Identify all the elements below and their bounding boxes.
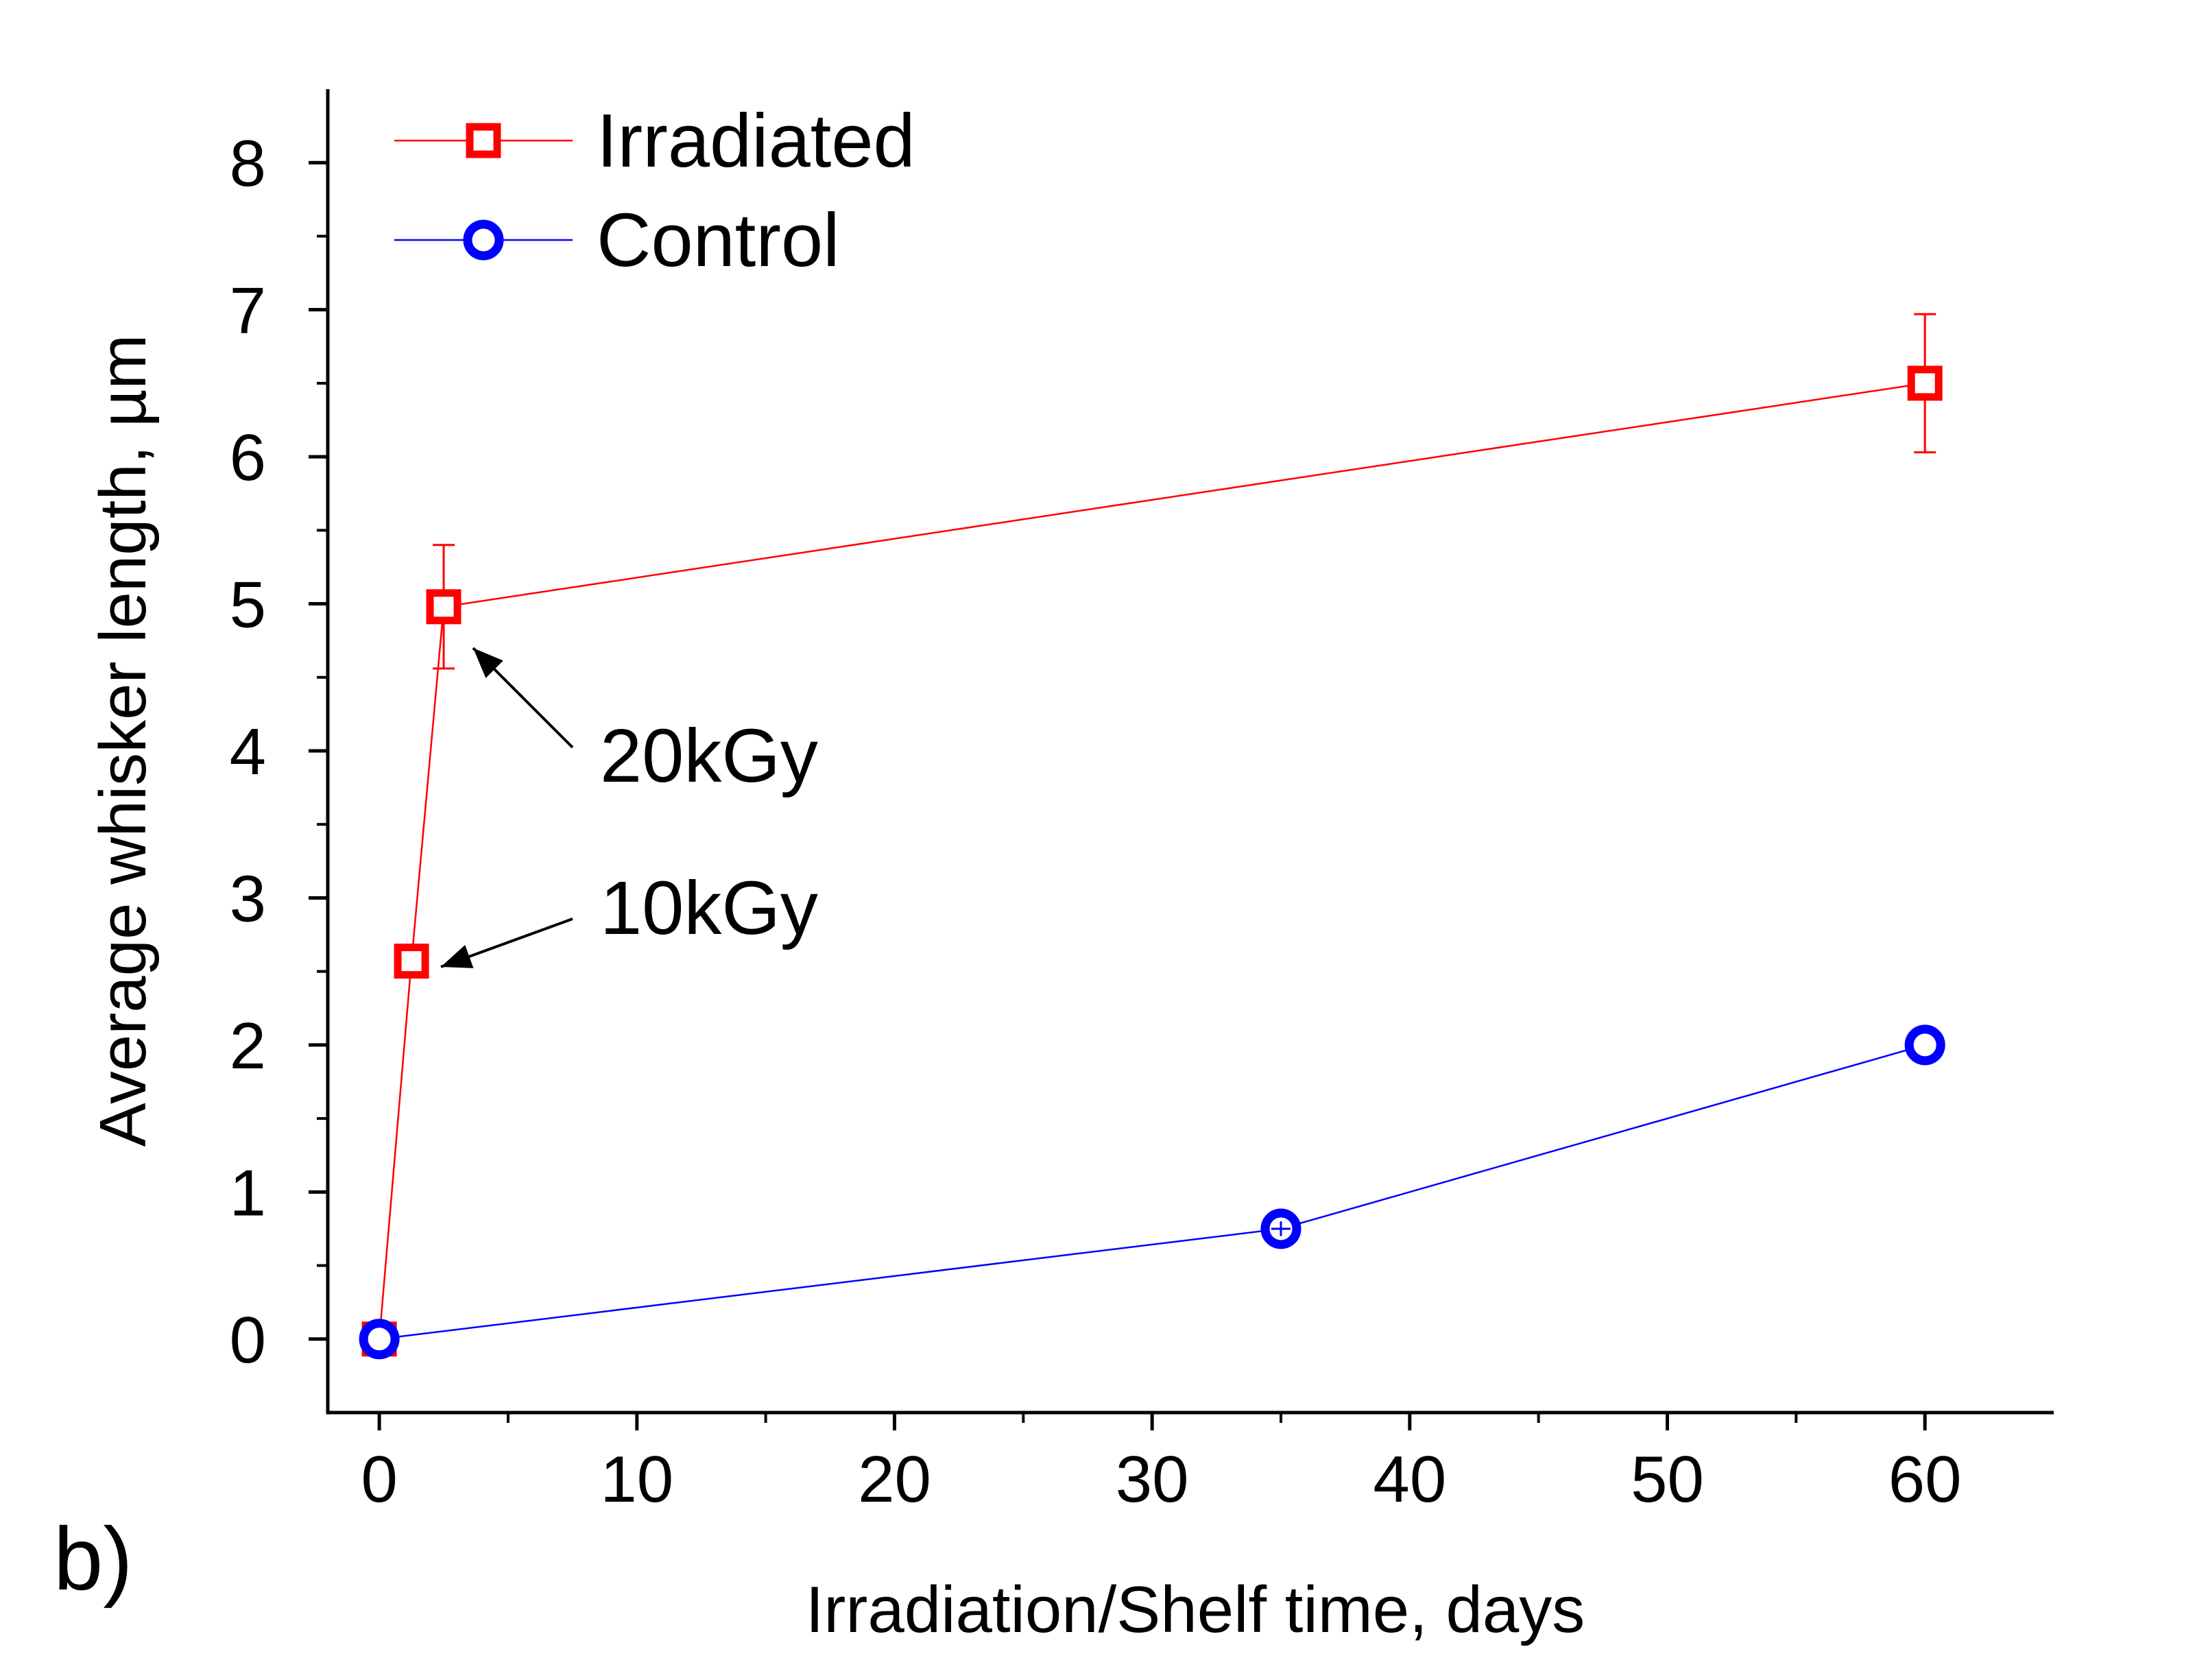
x-tick-label: 50: [1631, 1443, 1704, 1516]
x-axis-label: Irradiation/Shelf time, days: [806, 1573, 1585, 1646]
x-tick-label: 40: [1373, 1443, 1446, 1516]
y-tick-label: 3: [230, 862, 266, 935]
y-tick-label: 5: [230, 568, 266, 642]
y-tick-label: 2: [230, 1009, 266, 1083]
x-tick-label: 20: [858, 1443, 931, 1516]
panel-label: b): [53, 1509, 133, 1609]
data-point: [359, 1319, 400, 1360]
x-tick-label: 0: [361, 1443, 397, 1516]
series-irradiated: [361, 313, 1943, 1357]
y-tick-label: 7: [230, 274, 266, 348]
y-tick-label: 0: [230, 1304, 266, 1377]
x-tick-label: 10: [600, 1443, 673, 1516]
annotation-arrow-head: [473, 648, 503, 678]
legend: Irradiated Control: [394, 99, 915, 283]
y-tick-label: 8: [230, 127, 266, 200]
y-tick-label: 4: [230, 715, 266, 789]
annotation-arrow-head: [441, 945, 474, 968]
annotation-20kgy: 20kGy: [472, 647, 818, 798]
series-layer: [359, 313, 1945, 1360]
axes-layer: [326, 89, 2054, 1415]
series-control: [359, 1024, 1945, 1360]
annotation-label: 10kGy: [600, 866, 818, 950]
legend-marker: [466, 123, 501, 158]
y-tick-label: 1: [230, 1156, 266, 1229]
data-point: [1904, 1024, 1945, 1066]
legend-marker: [463, 219, 504, 261]
data-point: [426, 589, 461, 625]
ticks-layer: 0 10 20 30 40 50 60 0 1 2 3 4 5 6 7 8: [230, 127, 1962, 1516]
annotations-layer: 20kGy 10kGy: [440, 647, 818, 968]
x-tick-label: 30: [1116, 1443, 1189, 1516]
legend-item-irradiated: Irradiated: [394, 99, 915, 183]
legend-item-control: Control: [394, 198, 840, 283]
legend-label: Irradiated: [597, 99, 915, 183]
data-point: [1907, 365, 1943, 401]
legend-label: Control: [597, 198, 840, 283]
y-tick-label: 6: [230, 421, 266, 494]
series-line: [378, 382, 1926, 1339]
data-point: [394, 944, 429, 979]
annotation-10kgy: 10kGy: [440, 866, 818, 968]
series-line: [379, 1044, 1926, 1341]
annotation-label: 20kGy: [600, 714, 818, 798]
x-tick-label: 60: [1888, 1443, 1962, 1516]
y-axis-label: Average whisker length, µm: [86, 335, 160, 1147]
